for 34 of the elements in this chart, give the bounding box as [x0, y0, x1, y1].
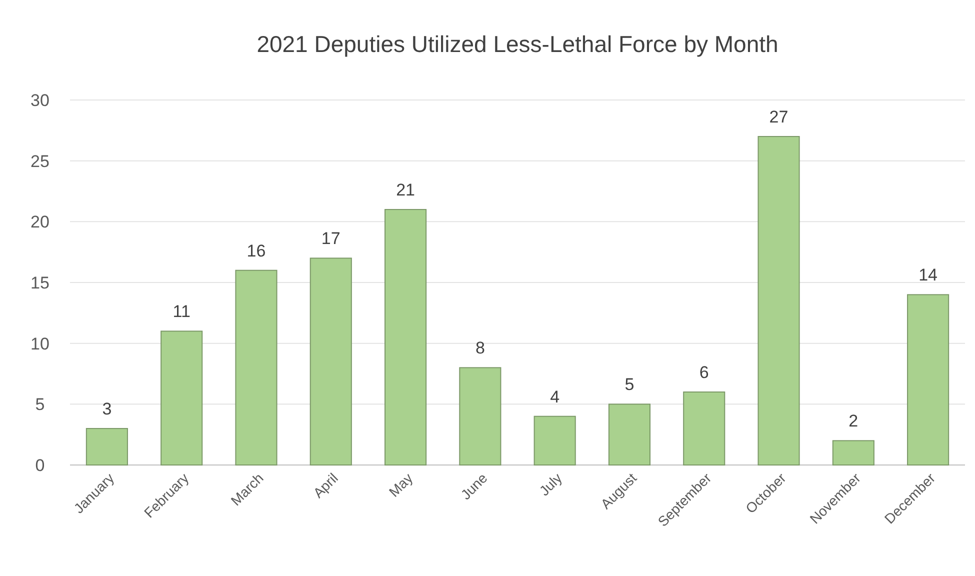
bar — [160, 330, 203, 466]
bar — [86, 428, 128, 466]
x-tick-label: July — [536, 470, 565, 499]
bar — [832, 440, 874, 466]
bar — [384, 209, 427, 466]
y-tick-label: 10 — [30, 334, 50, 354]
x-tick-label: May — [386, 470, 416, 500]
data-label: 17 — [321, 229, 340, 248]
y-tick-label: 5 — [35, 395, 45, 414]
bar — [459, 367, 502, 466]
data-label: 5 — [624, 375, 634, 394]
bar — [758, 136, 800, 466]
bar — [608, 404, 650, 466]
chart-title: 2021 Deputies Utilized Less-Lethal Force by Month — [256, 31, 778, 57]
y-tick-label: 20 — [30, 212, 50, 232]
data-label: 27 — [769, 108, 788, 126]
data-label: 16 — [246, 241, 266, 260]
bar — [683, 392, 726, 466]
data-label: 21 — [396, 180, 415, 200]
data-label: 3 — [102, 400, 112, 418]
data-label: 8 — [475, 338, 485, 358]
data-label: 2 — [848, 412, 858, 431]
bar — [907, 294, 950, 466]
data-label: 4 — [550, 387, 560, 406]
bar — [310, 258, 352, 466]
data-label: 14 — [918, 266, 938, 285]
y-tick-label: 0 — [35, 456, 45, 475]
data-label: 6 — [699, 363, 709, 382]
y-tick-label: 15 — [30, 273, 50, 292]
bar — [235, 270, 278, 466]
data-label: 11 — [172, 302, 190, 322]
bar — [534, 416, 576, 466]
y-tick-label: 30 — [30, 90, 50, 110]
y-tick-label: 25 — [30, 152, 50, 171]
